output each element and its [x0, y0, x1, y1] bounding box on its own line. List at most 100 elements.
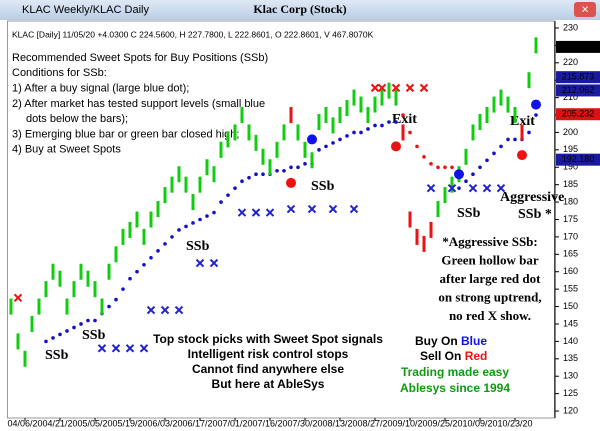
support-dot: [177, 228, 181, 232]
support-dot: [240, 179, 244, 183]
buy-color: Blue: [461, 334, 487, 348]
x-marker: [195, 258, 205, 268]
support-dot: [506, 137, 510, 142]
x-marker: [139, 344, 149, 353]
x-stroke: [496, 183, 506, 193]
annotation: SSb: [82, 328, 106, 343]
support-dot: [464, 179, 468, 183]
note: 1) After a buy signal (large blue dot);: [12, 83, 189, 95]
y-tick-label: 125: [563, 388, 578, 398]
support-dot: [93, 318, 97, 323]
promo-line: Intelligent risk control stops: [188, 347, 349, 361]
chart-title: Klac Corp (Stock): [253, 2, 346, 16]
x-tick-label: 08/27/20: [357, 418, 392, 428]
y-tick-label: 155: [563, 284, 578, 294]
support-dot: [163, 242, 167, 246]
y-tick-label: 190: [563, 162, 578, 172]
price-label-box: [556, 71, 600, 84]
support-dot: [492, 151, 496, 156]
price-label: 192.180: [562, 154, 595, 164]
x-stroke: [146, 305, 156, 315]
x-stroke: [286, 204, 296, 214]
x-marker: [13, 293, 23, 303]
x-marker: [209, 258, 219, 268]
x-stroke: [174, 305, 184, 315]
aggressive-note: no red X show.: [449, 308, 531, 323]
y-tick-label: 150: [563, 301, 578, 311]
x-stroke: [349, 204, 359, 214]
y-tick-label: 185: [563, 179, 578, 189]
note: dots below the bars);: [26, 113, 128, 125]
promo-line: But here at AbleSys: [212, 377, 325, 391]
y-tick-label: 145: [563, 318, 578, 328]
x-stroke: [468, 183, 478, 193]
support-dot: [86, 318, 90, 323]
y-tick-label: 210: [563, 92, 578, 102]
support-dot: [485, 158, 489, 163]
support-dot: [303, 161, 307, 166]
x-stroke: [195, 258, 205, 268]
x-tick-label: 04/21/20: [42, 418, 77, 428]
support-dot: [478, 165, 482, 170]
promo-line: Top stock picks with Sweet Spot signals: [153, 332, 383, 346]
resistance-dot: [422, 155, 426, 159]
note: Conditions for SSb:: [12, 67, 107, 79]
aggressive-note: Green hollow bar: [441, 252, 538, 267]
x-tick-label: 06/03/20: [147, 418, 182, 428]
annotation: SSb: [45, 348, 69, 363]
resistance-dot: [429, 161, 433, 166]
note: Recommended Sweet Spots for Buy Position…: [12, 52, 268, 64]
support-dot: [373, 123, 377, 128]
x-marker: [125, 344, 135, 353]
x-tick-label: 07/16/20: [252, 418, 287, 428]
header: KLAC [Daily] 11/05/20 +4.0300 C 224.5600…: [12, 29, 374, 39]
note: 4) Buy at Sweet Spots: [12, 144, 121, 156]
support-dot: [198, 217, 202, 222]
x-marker: [482, 183, 492, 193]
support-dot: [261, 172, 265, 177]
y-tick-label: 220: [563, 57, 578, 67]
support-dot: [513, 137, 517, 142]
y-tick-label: 165: [563, 249, 578, 259]
x-tick-label: 10/09/20: [462, 418, 497, 428]
y-tick-label: 140: [563, 336, 578, 346]
price-label: 212.062: [562, 85, 595, 95]
y-tick-label: 200: [563, 127, 578, 137]
sell-label: Sell On: [420, 349, 461, 363]
resistance-dot: [450, 165, 454, 170]
x-stroke: [265, 208, 275, 217]
support-dot: [317, 148, 321, 152]
annotation: Exit: [392, 112, 417, 127]
y-tick-label: 160: [563, 266, 578, 276]
sell-signal: [286, 177, 296, 188]
y-tick-label: 120: [563, 405, 578, 415]
x-marker: [160, 305, 170, 315]
support-dot: [156, 249, 160, 253]
sell-color: Red: [465, 349, 488, 363]
x-stroke: [377, 83, 387, 93]
support-dot: [142, 262, 146, 267]
x-marker: [349, 204, 359, 214]
x-stroke: [97, 344, 107, 353]
buy-note: Buy On Blue: [415, 334, 487, 348]
buy-signal: [531, 99, 541, 110]
x-tick-label: 07/01/20: [217, 418, 252, 428]
close-icon[interactable]: ×: [581, 1, 589, 16]
price-label-box: [556, 84, 600, 97]
support-dot: [51, 336, 55, 340]
y-tick-label: 170: [563, 231, 578, 241]
x-marker: [426, 183, 436, 193]
tagline: Trading made easy: [401, 365, 509, 379]
close-button[interactable]: [574, 2, 596, 17]
x-stroke: [111, 344, 121, 353]
y-tick-label: 175: [563, 214, 578, 224]
x-stroke: [447, 183, 457, 193]
support-dot: [135, 269, 139, 274]
x-marker: [447, 183, 457, 193]
x-marker: [370, 83, 380, 93]
resistance-dot: [443, 165, 447, 170]
support-dot: [233, 186, 237, 190]
support-dot: [58, 332, 62, 337]
x-tick-label: 06/17/20: [182, 418, 217, 428]
x-marker: [405, 83, 415, 93]
